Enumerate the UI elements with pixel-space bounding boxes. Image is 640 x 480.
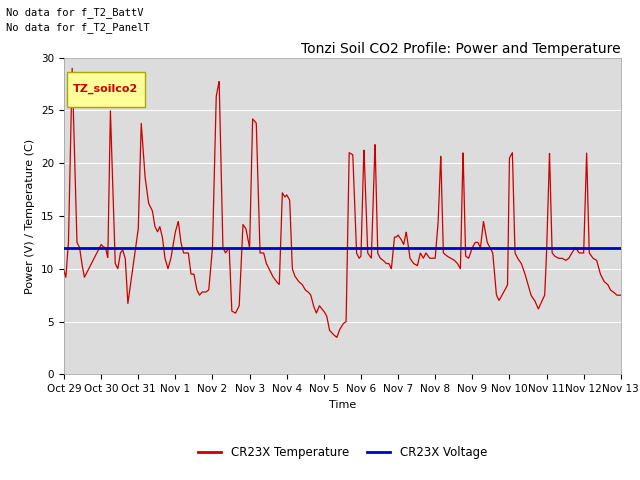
Text: No data for f_T2_BattV: No data for f_T2_BattV [6,7,144,18]
Y-axis label: Power (V) / Temperature (C): Power (V) / Temperature (C) [26,138,35,294]
Text: No data for f_T2_PanelT: No data for f_T2_PanelT [6,22,150,33]
Text: TZ_soilco2: TZ_soilco2 [73,84,138,95]
FancyBboxPatch shape [67,72,145,107]
Legend: CR23X Temperature, CR23X Voltage: CR23X Temperature, CR23X Voltage [193,441,492,464]
X-axis label: Time: Time [329,400,356,409]
Text: Tonzi Soil CO2 Profile: Power and Temperature: Tonzi Soil CO2 Profile: Power and Temper… [301,42,621,57]
